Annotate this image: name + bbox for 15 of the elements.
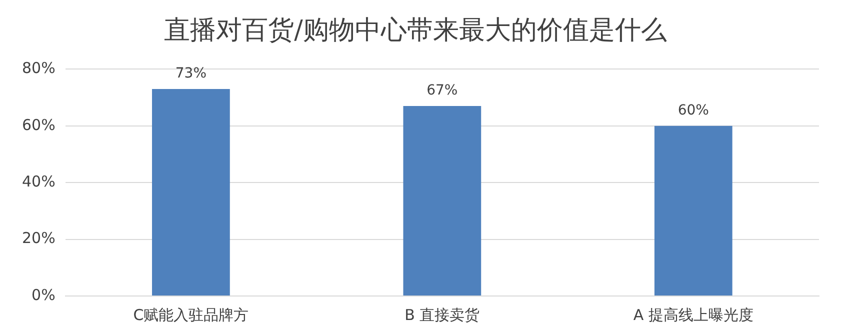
bar — [152, 89, 230, 296]
y-tick-label: 60% — [22, 116, 56, 134]
x-tick-label: B 直接卖货 — [404, 306, 480, 324]
bar — [654, 126, 732, 296]
data-label: 67% — [426, 82, 458, 99]
chart-title: 直播对百货/购物中心带来最大的价值是什么 — [164, 15, 667, 46]
y-tick-label: 0% — [32, 286, 56, 304]
bar — [403, 106, 482, 296]
x-tick-label: C赋能入驻品牌方 — [133, 306, 249, 324]
x-tick-label: A 提高线上曝光度 — [633, 306, 754, 324]
y-tick-label: 20% — [22, 229, 56, 248]
data-label: 73% — [175, 66, 207, 82]
y-tick-label: 40% — [22, 172, 56, 190]
y-tick-label: 80% — [22, 59, 56, 78]
data-label: 60% — [678, 102, 709, 119]
